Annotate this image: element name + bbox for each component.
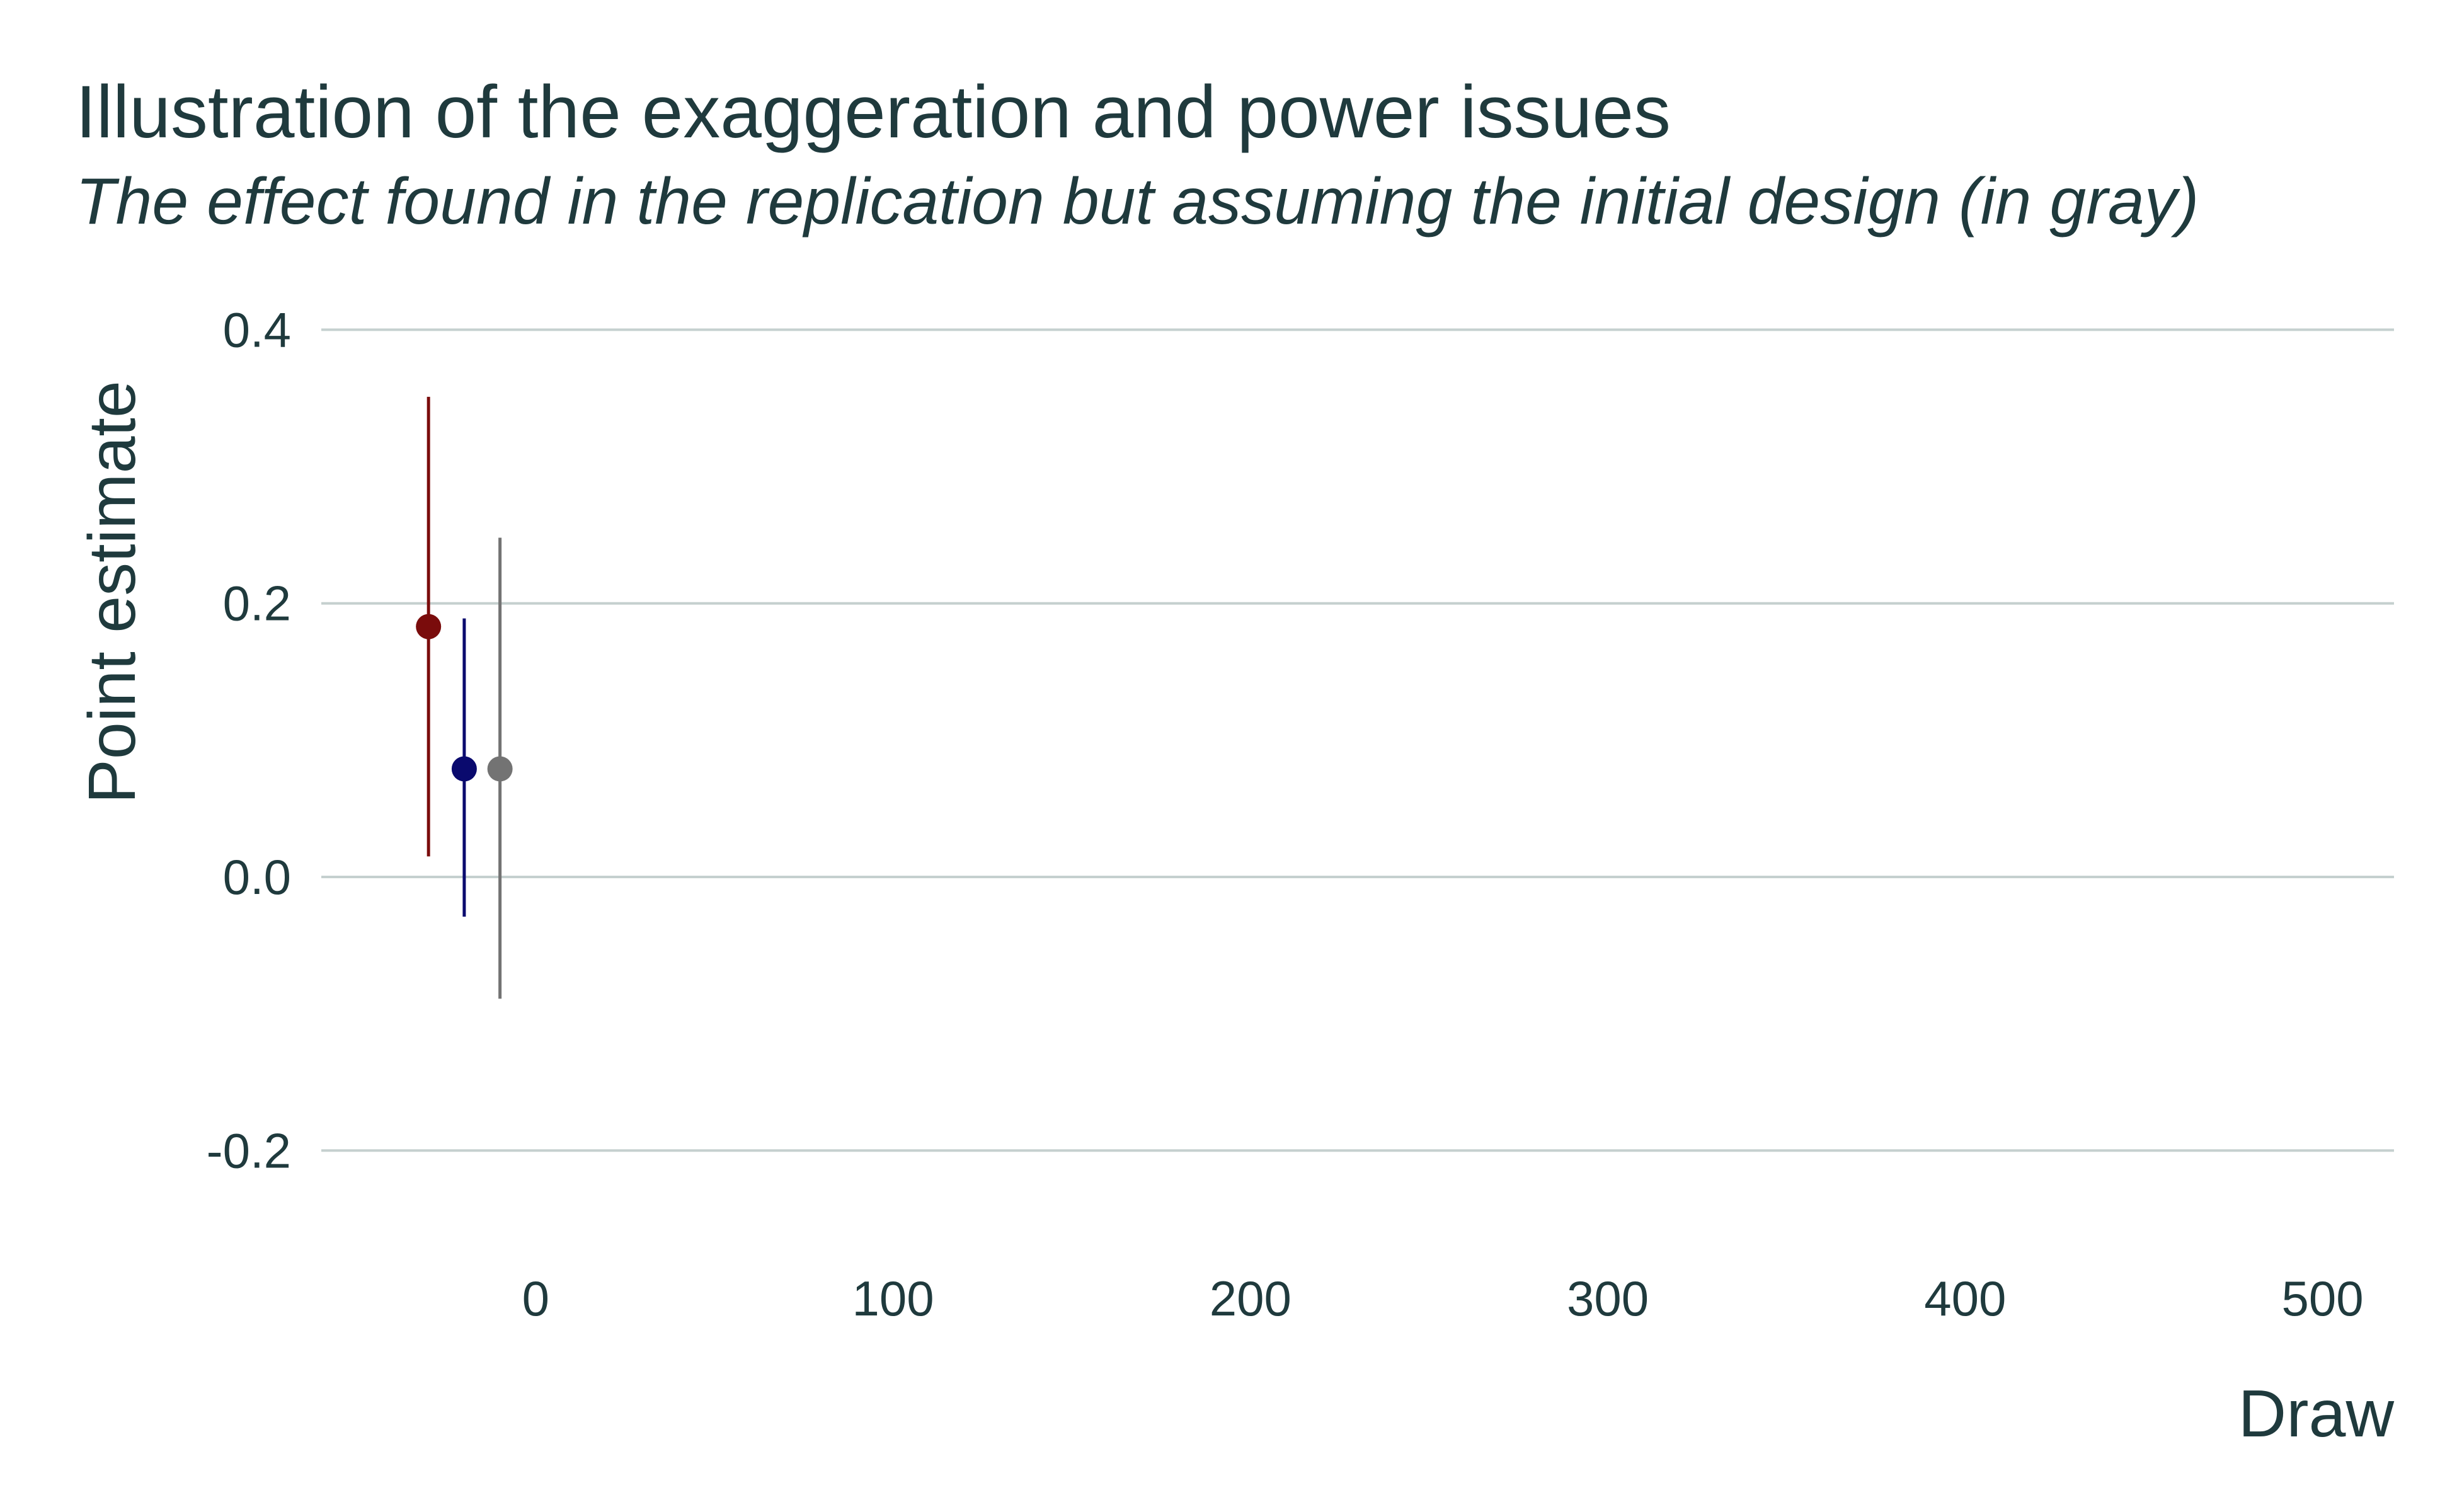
point-estimate [416,614,442,639]
gridlines [321,328,2394,1152]
chart-title: Illustration of the exaggeration and pow… [76,71,1671,154]
x-tick-label: 100 [852,1271,934,1326]
x-tick-label: 500 [2281,1271,2363,1326]
data-points [416,614,513,782]
error-bars [427,396,502,999]
x-tick-label: 0 [522,1271,549,1326]
point-estimate [487,756,513,782]
chart-subtitle: The effect found in the replication but … [76,165,2199,238]
y-tick-label: -0.2 [207,1123,291,1178]
y-axis-ticks: 0.4 0.2 0.0 -0.2 [207,302,291,1178]
y-axis-title: Point estimate [75,381,149,804]
y-tick-label: 0.4 [223,302,291,357]
x-axis-ticks: 0 100 200 300 400 500 [522,1271,2364,1326]
x-axis-title: Draw [2238,1377,2395,1451]
x-tick-label: 400 [1924,1271,2006,1326]
x-tick-label: 300 [1567,1271,1649,1326]
point-estimate [451,756,477,782]
y-tick-label: 0.2 [223,576,291,631]
y-tick-label: 0.0 [223,849,291,905]
x-tick-label: 200 [1210,1271,1292,1326]
